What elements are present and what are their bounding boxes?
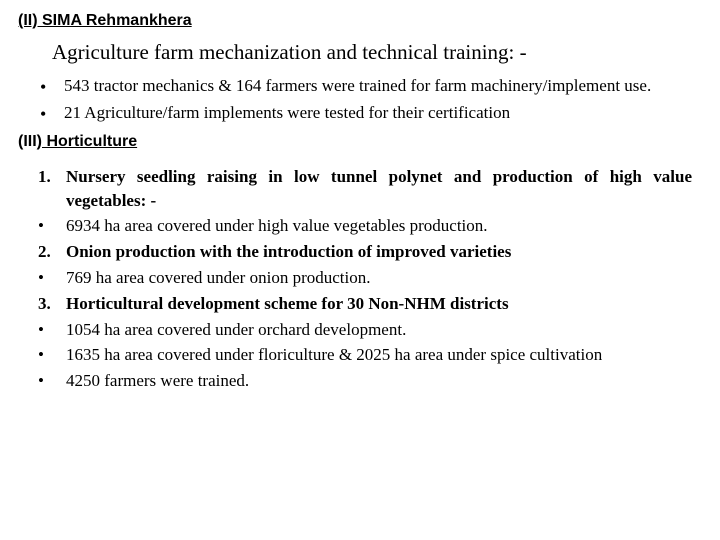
section-iii-heading: (III) Horticulture — [18, 133, 692, 151]
section-iii-items: 1.Nursery seedling raising in low tunnel… — [38, 165, 692, 393]
item-text: 1635 ha area covered under floriculture … — [66, 343, 692, 367]
item-marker: • — [38, 369, 66, 393]
item-text: 4250 farmers were trained. — [66, 369, 692, 393]
list-item: 21 Agriculture/farm implements were test… — [36, 102, 692, 125]
item-text: 1054 ha area covered under orchard devel… — [66, 318, 692, 342]
list-item: 543 tractor mechanics & 164 farmers were… — [36, 75, 692, 98]
numbered-item: 2.Onion production with the introduction… — [38, 240, 692, 264]
item-marker: • — [38, 318, 66, 342]
item-text: 6934 ha area covered under high value ve… — [66, 214, 692, 238]
item-marker: • — [38, 214, 66, 238]
item-text: Horticultural development scheme for 30 … — [66, 292, 692, 316]
bullet-item: •6934 ha area covered under high value v… — [38, 214, 692, 238]
bullet-item: •4250 farmers were trained. — [38, 369, 692, 393]
numbered-item: 3.Horticultural development scheme for 3… — [38, 292, 692, 316]
bullet-item: •1054 ha area covered under orchard deve… — [38, 318, 692, 342]
item-marker: 2. — [38, 240, 66, 264]
item-marker: • — [38, 343, 66, 367]
item-marker: 3. — [38, 292, 66, 316]
item-text: 769 ha area covered under onion producti… — [66, 266, 692, 290]
bullet-item: •1635 ha area covered under floriculture… — [38, 343, 692, 367]
section-ii-bullets: 543 tractor mechanics & 164 farmers were… — [36, 75, 692, 125]
section-ii-subtitle: Agriculture farm mechanization and techn… — [52, 40, 692, 65]
item-marker: • — [38, 266, 66, 290]
bullet-item: •769 ha area covered under onion product… — [38, 266, 692, 290]
section-iii-roman: (III) — [18, 133, 42, 150]
section-iii-label: Horticulture — [42, 133, 137, 150]
item-marker: 1. — [38, 165, 66, 213]
numbered-item: 1.Nursery seedling raising in low tunnel… — [38, 165, 692, 213]
section-ii-heading: (II) SIMA Rehmankhera — [18, 12, 692, 30]
item-text: Onion production with the introduction o… — [66, 240, 692, 264]
item-text: Nursery seedling raising in low tunnel p… — [66, 165, 692, 213]
